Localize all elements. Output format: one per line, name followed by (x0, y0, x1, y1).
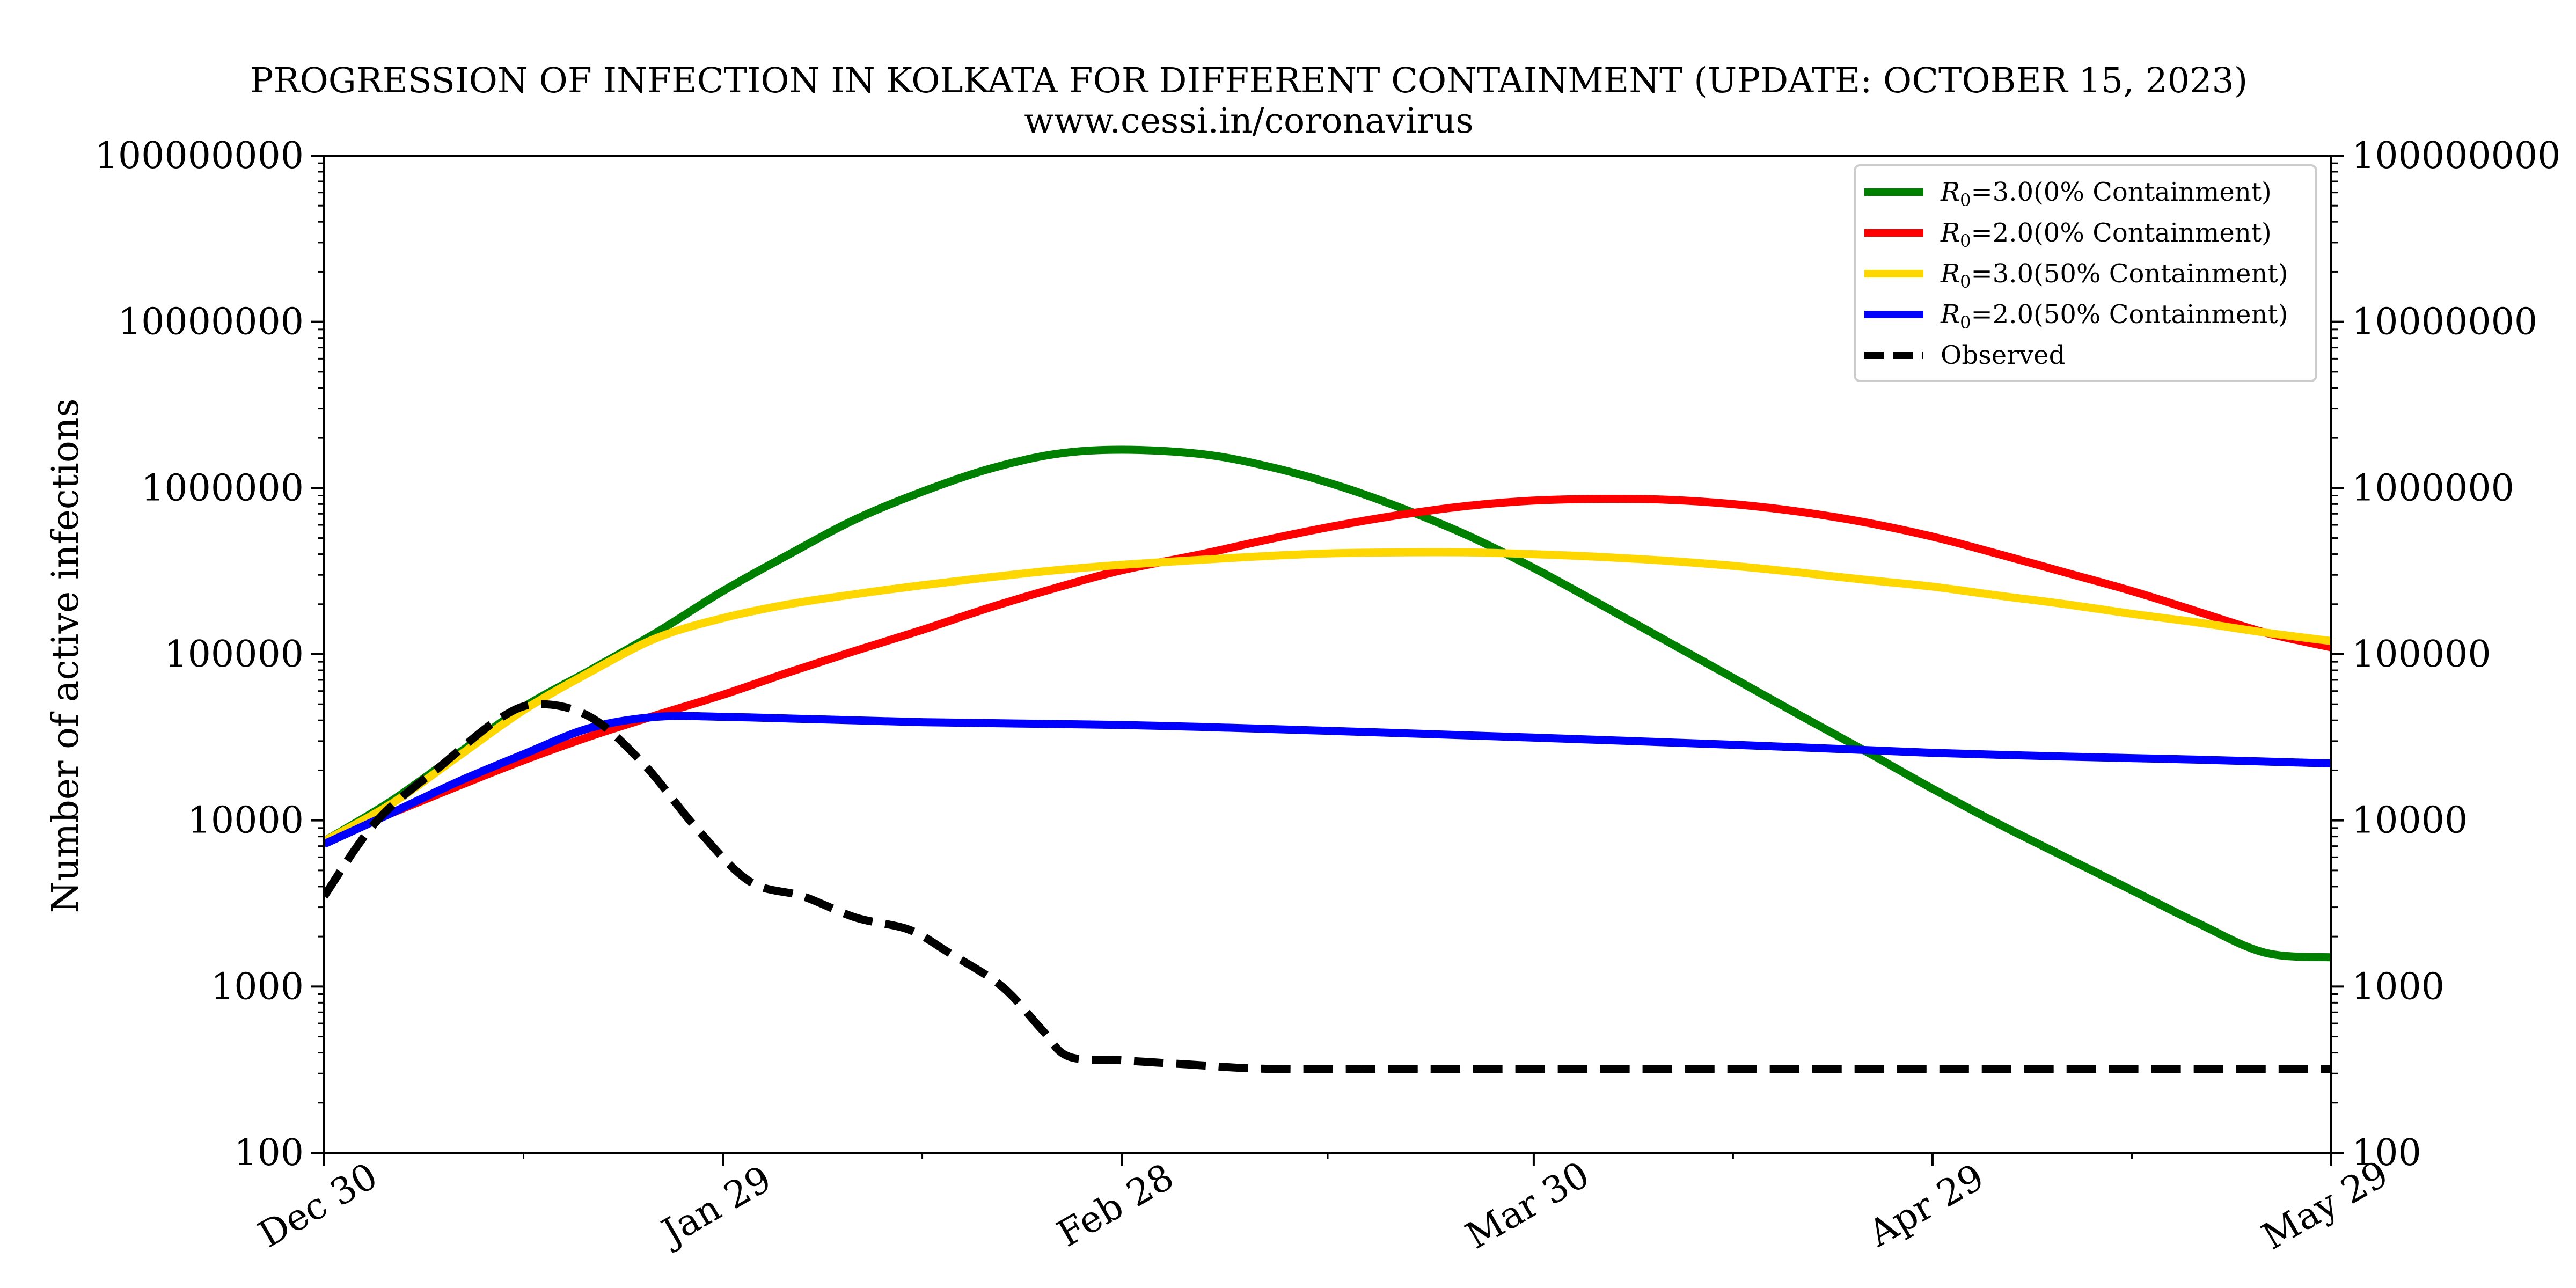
y-tick-label-left: 100 (234, 1132, 304, 1174)
series-line-4 (324, 712, 2331, 848)
series-line-observed (324, 700, 2331, 1073)
legend-label-3: R0=3.0(50% Containment) (1940, 259, 2288, 292)
y-tick-label-left: 1000 (211, 965, 304, 1008)
y-tick-label-left: 1000000 (141, 467, 304, 509)
legend: R0=3.0(0% Containment) R0=2.0(0% Containm… (1854, 164, 2317, 382)
y-tick-label-right: 1000000 (2352, 467, 2514, 509)
y-tick-label-left: 100000000 (95, 135, 304, 177)
y-tick-label-right: 100000000 (2352, 135, 2560, 177)
series-line-1 (324, 445, 2331, 962)
y-axis-label: Number of active infections (45, 398, 87, 913)
legend-label-1: R0=3.0(0% Containment) (1940, 177, 2272, 210)
y-tick-label-right: 100 (2352, 1132, 2421, 1174)
plot-area (324, 445, 2331, 1073)
series-line-3 (324, 548, 2331, 845)
x-tick-label: Mar 30 (1459, 1154, 1597, 1258)
legend-box (1854, 164, 2317, 382)
y-tick-label-left: 10000000 (118, 301, 304, 343)
legend-label-observed: Observed (1941, 340, 2065, 370)
x-tick-label: Apr 29 (1861, 1156, 1991, 1256)
y-tick-label-left: 10000 (188, 800, 304, 842)
chart-title: PROGRESSION OF INFECTION IN KOLKATA FOR … (250, 61, 2248, 101)
x-tick-label: Jan 29 (653, 1158, 779, 1255)
y-tick-label-right: 10000 (2352, 800, 2468, 842)
chart-subtitle: www.cessi.in/coronavirus (1024, 101, 1474, 141)
y-tick-label-right: 10000000 (2352, 301, 2537, 343)
y-tick-label-right: 100000 (2352, 633, 2491, 676)
y-tick-label-left: 100000 (164, 633, 304, 676)
x-tick-label: May 29 (2255, 1153, 2396, 1258)
x-tick-label: Feb 28 (1050, 1155, 1181, 1255)
legend-label-4: R0=2.0(50% Containment) (1940, 299, 2288, 333)
y-tick-label-right: 1000 (2352, 965, 2445, 1008)
legend-label-2: R0=2.0(0% Containment) (1940, 218, 2272, 251)
